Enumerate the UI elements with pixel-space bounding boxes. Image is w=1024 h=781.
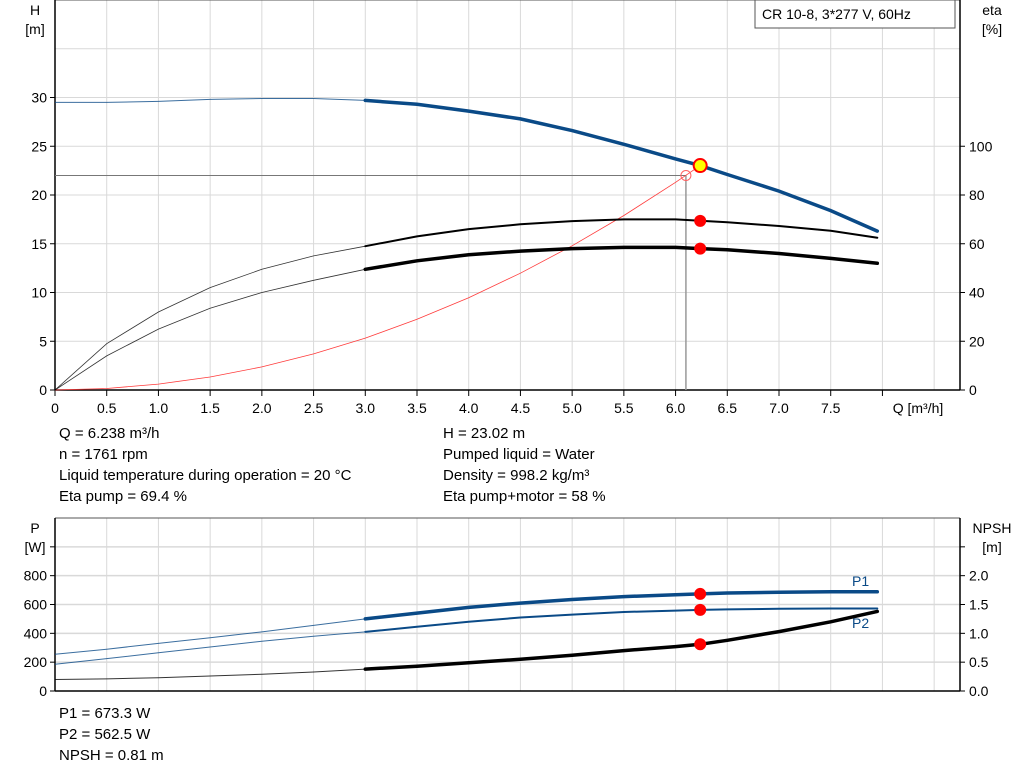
- duty-point-marker: [692, 158, 708, 174]
- top-ytick-label-left: 5: [39, 333, 47, 349]
- bottom-ylabel-left-name: P: [30, 520, 39, 536]
- chart-title: CR 10-8, 3*277 V, 60Hz: [762, 6, 911, 22]
- system-curve: [54, 165, 701, 391]
- top-ylabel-left-name: H: [30, 2, 40, 18]
- xtick-label: 1.5: [200, 400, 220, 416]
- xtick-label: 5.5: [614, 400, 634, 416]
- xtick-label: 4.5: [511, 400, 531, 416]
- bottom-ytick-label-right: 1.5: [969, 597, 989, 613]
- top-ytick-label-left: 0: [39, 382, 47, 398]
- top-ytick-label-right: 80: [969, 187, 985, 203]
- top-ytick-label-right: 40: [969, 285, 985, 301]
- bottom-ytick-label-left: 400: [24, 625, 48, 641]
- top-ytick-label-right: 0: [969, 382, 977, 398]
- xtick-label: 2.0: [252, 400, 272, 416]
- top-ylabel-right-unit: [%]: [982, 21, 1002, 37]
- info-temp: Liquid temperature during operation = 20…: [59, 467, 352, 484]
- info-p1: P1 = 673.3 W: [59, 705, 151, 722]
- bottom-ylabel-left-unit: [W]: [25, 539, 46, 555]
- bottom-ylabel-right-unit: [m]: [982, 539, 1001, 555]
- xtick-label: 0: [51, 400, 59, 416]
- x-axis-label: Q [m³/h]: [893, 400, 944, 416]
- top-ytick-label-left: 30: [31, 90, 47, 106]
- bottom-ytick-label-left: 800: [24, 568, 48, 584]
- bottom-duty-marker-P1: [694, 587, 707, 600]
- top-ytick-label-left: 10: [31, 285, 47, 301]
- top-ytick-label-right: 20: [969, 333, 985, 349]
- title-box: [754, 0, 956, 29]
- bottom-ytick-label-left: 0: [39, 683, 47, 699]
- info-bottom: P1 = 673.3 W P2 = 562.5 W NPSH = 0.81 m: [59, 703, 164, 766]
- top-curve-eta_pump_motor: [363, 245, 880, 272]
- bottom-curve-P2: [364, 607, 879, 633]
- top-ylabel-left-unit: [m]: [25, 21, 44, 37]
- info-p2: P2 = 562.5 W: [59, 726, 151, 743]
- xtick-label: 2.5: [304, 400, 324, 416]
- eta-pump-duty-marker: [694, 214, 707, 227]
- info-density: Density = 998.2 kg/m³: [443, 467, 590, 484]
- info-q: Q = 6.238 m³/h: [59, 425, 160, 442]
- eta-pump-motor-duty-marker: [694, 242, 707, 255]
- xtick-label: 6.0: [666, 400, 686, 416]
- bottom-curve-NPSH: [363, 609, 880, 671]
- xtick-label: 4.0: [459, 400, 479, 416]
- bottom-duty-marker-P2: [694, 603, 707, 616]
- info-eta-pump: Eta pump = 69.4 %: [59, 488, 187, 505]
- top-ytick-label-right: 100: [969, 138, 993, 154]
- top-curve-eta_pump_motor-extended: [54, 268, 366, 391]
- top-curve-eta_pump-extended: [54, 245, 366, 391]
- xtick-label: 7.0: [769, 400, 789, 416]
- bottom-ytick-label-right: 2.0: [969, 568, 989, 584]
- top-ylabel-right-name: eta: [982, 2, 1002, 18]
- bottom-curve-NPSH-extended: [54, 668, 366, 680]
- bottom-ytick-label-left: 200: [24, 654, 48, 670]
- bottom-ytick-label-right: 0.5: [969, 654, 989, 670]
- bottom-curve-P1-extended: [54, 618, 366, 655]
- bottom-ytick-label-right: 1.0: [969, 625, 989, 641]
- info-n: n = 1761 rpm: [59, 446, 148, 463]
- info-top-right: H = 23.02 m Pumped liquid = Water Densit…: [443, 423, 606, 507]
- xtick-label: 7.5: [821, 400, 841, 416]
- legend-label-p1: P1: [852, 573, 869, 589]
- xtick-label: 1.0: [149, 400, 169, 416]
- bottom-ytick-label-left: 600: [24, 597, 48, 613]
- info-liquid: Pumped liquid = Water: [443, 446, 595, 463]
- bottom-curve-P2-extended: [54, 631, 366, 665]
- xtick-label: 5.0: [562, 400, 582, 416]
- requested-point-marker: [680, 170, 692, 181]
- legend-label-p2: P2: [852, 615, 869, 631]
- info-top-left: Q = 6.238 m³/h n = 1761 rpm Liquid tempe…: [59, 423, 351, 507]
- top-ytick-label-left: 25: [31, 138, 47, 154]
- xtick-label: 0.5: [97, 400, 117, 416]
- top-ytick-label-left: 20: [31, 187, 47, 203]
- bottom-duty-marker-NPSH: [694, 638, 707, 651]
- info-h: H = 23.02 m: [443, 425, 526, 442]
- top-curve-H: [363, 98, 880, 233]
- info-npsh: NPSH = 0.81 m: [59, 747, 164, 764]
- bottom-ylabel-right-name: NPSH: [973, 520, 1012, 536]
- bottom-curve-P1: [363, 590, 880, 621]
- top-ytick-label-right: 60: [969, 236, 985, 252]
- info-eta-pump-motor: Eta pump+motor = 58 %: [443, 488, 606, 505]
- xtick-label: 3.0: [356, 400, 376, 416]
- top-ytick-label-left: 15: [31, 236, 47, 252]
- top-curve-H-extended: [55, 98, 366, 103]
- xtick-label: 3.5: [407, 400, 427, 416]
- top-curve-eta_pump: [364, 218, 879, 248]
- bottom-ytick-label-right: 0.0: [969, 683, 989, 699]
- xtick-label: 6.5: [718, 400, 738, 416]
